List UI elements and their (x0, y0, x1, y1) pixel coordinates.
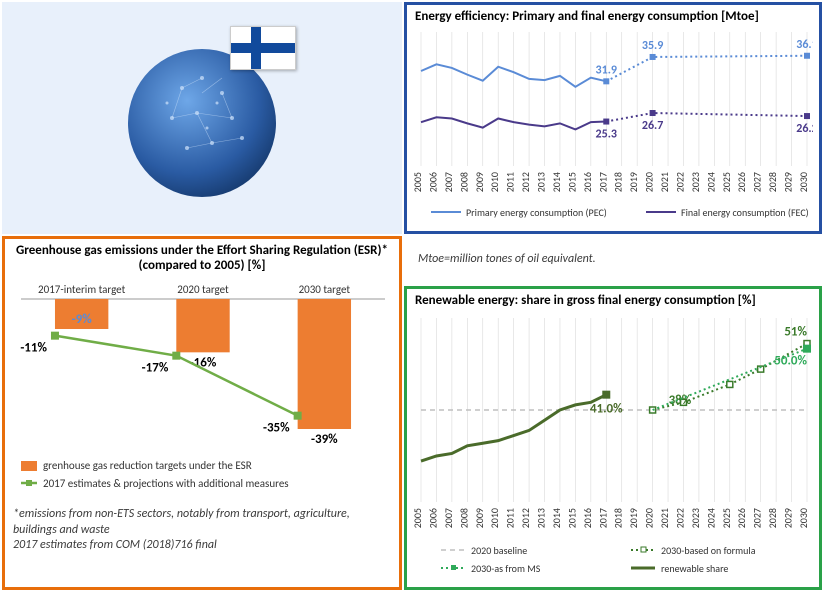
svg-text:26.7: 26.7 (642, 119, 663, 133)
svg-text:2029: 2029 (782, 172, 795, 192)
svg-text:2027: 2027 (751, 508, 764, 528)
mtoe-note: Mtoe=million tones of oil equivalent. (410, 250, 604, 270)
svg-text:2030: 2030 (797, 508, 810, 528)
svg-text:2030-based on formula: 2030-based on formula (661, 544, 756, 557)
svg-text:2014: 2014 (550, 172, 563, 192)
globe-panel (2, 2, 402, 234)
svg-text:2017-interim target: 2017-interim target (38, 283, 126, 296)
svg-text:2007: 2007 (442, 172, 455, 192)
svg-text:2018: 2018 (612, 172, 625, 192)
svg-text:-35%: -35% (263, 421, 290, 436)
svg-text:renewable share: renewable share (661, 562, 728, 575)
svg-text:2010: 2010 (488, 508, 501, 528)
svg-text:2014: 2014 (550, 508, 563, 528)
note-panel: Mtoe=million tones of oil equivalent. (404, 236, 822, 284)
svg-text:2016: 2016 (581, 508, 594, 528)
svg-text:grenhouse gas reduction target: grenhouse gas reduction targets under th… (43, 459, 252, 472)
svg-text:2013: 2013 (535, 508, 548, 528)
svg-text:2021: 2021 (658, 508, 671, 528)
chart-title: Energy efficiency: Primary and final ene… (407, 5, 819, 26)
svg-text:2028: 2028 (766, 508, 779, 528)
svg-text:36.1: 36.1 (796, 38, 813, 52)
svg-text:2020: 2020 (643, 172, 656, 192)
svg-text:2017 estimates & projections: 2017 estimates & projections with additi… (43, 477, 289, 490)
svg-text:2030: 2030 (797, 172, 810, 192)
svg-text:2009: 2009 (473, 508, 486, 528)
svg-text:2030 target: 2030 target (299, 283, 351, 296)
svg-text:2007: 2007 (442, 508, 455, 528)
svg-text:2006: 2006 (426, 508, 439, 528)
svg-text:38%: 38% (669, 393, 692, 408)
chart-title: Greenhouse gas emissions under the Effor… (5, 239, 399, 275)
svg-text:2026: 2026 (735, 508, 748, 528)
finland-flag (230, 26, 296, 70)
svg-text:2028: 2028 (766, 172, 779, 192)
svg-text:2015: 2015 (565, 172, 578, 192)
svg-text:2029: 2029 (782, 508, 795, 528)
ghg-chart: 2017-interim target 2020 target 2030 targe… (5, 275, 395, 505)
svg-text:2008: 2008 (457, 172, 470, 192)
svg-text:31.9: 31.9 (596, 63, 617, 77)
svg-text:2023: 2023 (689, 508, 702, 528)
energy-efficiency-panel: Energy efficiency: Primary and final ene… (404, 2, 822, 234)
svg-text:2016: 2016 (581, 172, 594, 192)
svg-text:2020: 2020 (643, 508, 656, 528)
svg-text:Final energy consumption (FEC): Final energy consumption (FEC) (681, 206, 809, 219)
svg-text:2030-as from MS: 2030-as from MS (471, 562, 541, 575)
svg-text:2023: 2023 (689, 172, 702, 192)
svg-text:2019: 2019 (627, 508, 640, 528)
svg-text:2017: 2017 (596, 172, 609, 192)
svg-text:2024: 2024 (704, 172, 717, 192)
svg-text:2025: 2025 (720, 172, 733, 192)
svg-text:2010: 2010 (488, 172, 501, 192)
svg-text:2005: 2005 (411, 172, 424, 192)
svg-text:2024: 2024 (704, 508, 717, 528)
svg-text:2020 target: 2020 target (177, 283, 229, 296)
svg-text:26.2: 26.2 (796, 122, 813, 136)
svg-text:50.0%: 50.0% (774, 354, 807, 369)
svg-text:2019: 2019 (627, 172, 640, 192)
svg-text:2013: 2013 (535, 172, 548, 192)
svg-text:-17%: -17% (142, 361, 169, 376)
svg-text:2022: 2022 (673, 508, 686, 528)
svg-text:35.9: 35.9 (642, 39, 663, 53)
svg-text:2022: 2022 (673, 172, 686, 192)
svg-text:-9%: -9% (72, 312, 93, 327)
ghg-panel: Greenhouse gas emissions under the Effor… (2, 236, 402, 590)
svg-text:2025: 2025 (720, 508, 733, 528)
svg-text:2011: 2011 (504, 508, 517, 528)
ghg-footnote: *emissions from non-ETS sectors, notably… (5, 505, 399, 556)
svg-text:2012: 2012 (519, 508, 532, 528)
svg-text:51%: 51% (784, 325, 807, 340)
svg-text:2015: 2015 (565, 508, 578, 528)
svg-text:2008: 2008 (457, 508, 470, 528)
svg-text:2011: 2011 (504, 172, 517, 192)
svg-text:2017: 2017 (596, 508, 609, 528)
svg-text:2027: 2027 (751, 172, 764, 192)
svg-text:2005: 2005 (411, 508, 424, 528)
svg-text:2020 baseline: 2020 baseline (471, 544, 527, 557)
svg-text:Primary energy consumption (PE: Primary energy consumption (PEC) (466, 206, 607, 219)
svg-text:2012: 2012 (519, 172, 532, 192)
renewable-panel: Renewable energy: share in gross final e… (404, 286, 822, 590)
svg-text:2026: 2026 (735, 172, 748, 192)
svg-text:2021: 2021 (658, 172, 671, 192)
svg-text:-39%: -39% (311, 432, 338, 447)
svg-text:-11%: -11% (20, 341, 47, 356)
renewable-chart: 41.0% 38% 51% 50.0% 200520062007200820092010… (407, 310, 813, 580)
energy-efficiency-chart: 2005200620072008200920102011201220132014… (407, 26, 813, 222)
svg-text:2009: 2009 (473, 172, 486, 192)
svg-text:25.3: 25.3 (596, 128, 617, 142)
chart-title: Renewable energy: share in gross final e… (407, 289, 819, 310)
svg-text:41.0%: 41.0% (590, 402, 623, 417)
svg-text:2006: 2006 (426, 172, 439, 192)
svg-text:2018: 2018 (612, 508, 625, 528)
